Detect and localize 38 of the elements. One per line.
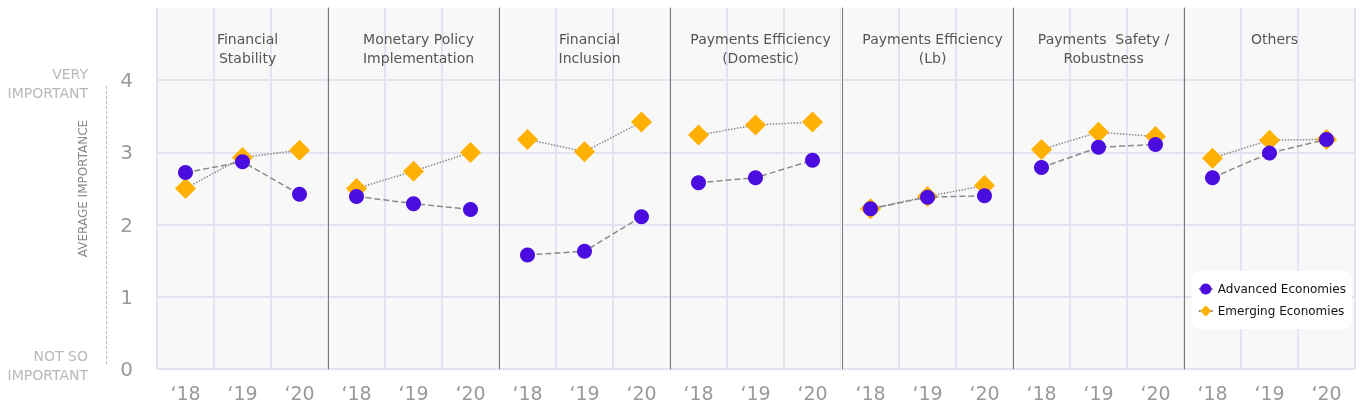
x-tick-label: ‘20 (797, 381, 829, 404)
x-tick-label: ‘19 (740, 381, 772, 404)
text: Others (1250, 30, 1298, 47)
x-tick-label: ‘20 (284, 381, 315, 404)
x-tick-label: ‘18 (341, 381, 372, 404)
text: Payments Safety / Robustness (1037, 30, 1170, 66)
x-tick-label: ‘18 (683, 381, 715, 404)
x-tick-label: ‘18 (854, 381, 886, 404)
x-tick-label: ‘20 (968, 381, 1000, 404)
y-tick-label: 1 (120, 284, 133, 309)
text: Payments Efficiency (Domestic) (690, 30, 832, 66)
x-tick-label: ‘18 (1026, 381, 1057, 404)
x-tick-label: ‘18 (512, 381, 543, 404)
y-axis-title: AVERAGE IMPORTANCE (76, 119, 90, 258)
text: Monetary Policy Implementation (363, 30, 475, 66)
x-tick-label: ‘18 (170, 381, 201, 404)
text: Payments Efficiency (Lb) (861, 30, 1003, 66)
y-tick-label: 0 (120, 357, 133, 381)
x-tick-label: ‘20 (455, 381, 486, 404)
x-tick-label: ‘19 (1083, 381, 1114, 404)
text: NOT SO IMPORTANT (7, 347, 89, 383)
x-tick-label: ‘19 (227, 381, 258, 404)
x-tick-label: ‘20 (1140, 381, 1171, 404)
x-tick-label: ‘20 (1311, 381, 1342, 404)
y-tick-label: 3 (120, 140, 133, 165)
text: VERY IMPORTANT (7, 65, 89, 101)
legend-label: Emerging Economies (1217, 304, 1345, 318)
legend-label: Advanced Economies (1217, 282, 1346, 296)
x-tick-label: ‘19 (1254, 381, 1285, 404)
x-tick-label: ‘20 (626, 381, 657, 404)
y-tick-label: 2 (120, 212, 133, 237)
x-tick-label: ‘19 (569, 381, 600, 404)
y-tick-label: 4 (120, 68, 133, 93)
x-tick-label: ‘19 (911, 381, 943, 404)
x-tick-label: ‘18 (1197, 381, 1228, 404)
text: Financial Stability (216, 30, 279, 66)
text: Financial Inclusion (558, 30, 621, 66)
x-tick-label: ‘19 (398, 381, 429, 404)
